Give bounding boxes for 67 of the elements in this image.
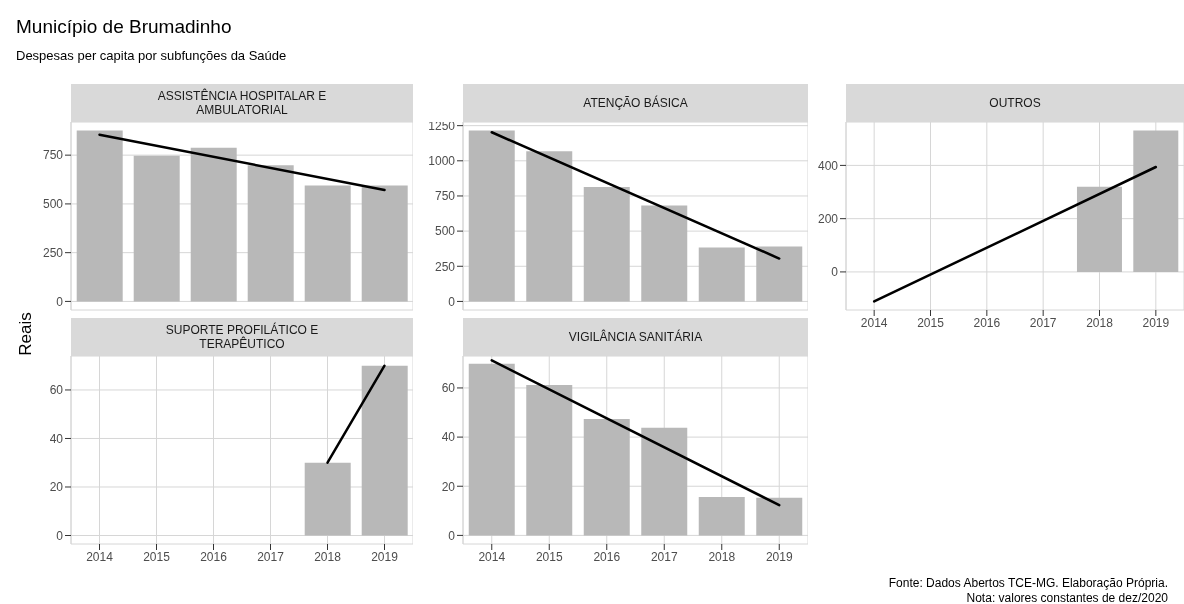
- x-tick-label: 2016: [973, 315, 1001, 330]
- text: Reais: [16, 312, 36, 356]
- x-tick-label: 2018: [708, 549, 736, 564]
- y-tick-label: 500: [434, 224, 456, 239]
- y-tick-label: 0: [56, 294, 64, 309]
- x-tick-label: 2015: [917, 315, 945, 330]
- chart-title: ATENÇÃO BÁSICA: [583, 96, 688, 110]
- chart-title: SUPORTE PROFILÁTICO E TERAPÊUTICO: [164, 323, 320, 351]
- bar: [756, 497, 803, 536]
- bar: [468, 363, 515, 536]
- y-tick-label: 1250: [428, 118, 456, 133]
- y-tick-label: 0: [831, 265, 839, 280]
- x-tick-label: 2016: [593, 549, 621, 564]
- y-tick-label: 500: [42, 197, 64, 212]
- x-tick-label: 2014: [860, 315, 888, 330]
- bar: [698, 247, 745, 302]
- bar: [526, 151, 573, 302]
- bar: [583, 418, 630, 536]
- y-tick-label: 60: [441, 381, 456, 396]
- x-tick-label: 2017: [650, 549, 678, 564]
- bar: [698, 497, 745, 536]
- bar: [641, 427, 688, 536]
- y-tick-label: 400: [817, 158, 839, 173]
- bar: [526, 385, 573, 536]
- x-tick-label: 2019: [765, 549, 793, 564]
- y-tick-label: 60: [49, 383, 64, 398]
- text: Município de Brumadinho: [16, 16, 232, 38]
- bar: [641, 205, 688, 302]
- source-note: Fonte: Dados Abertos TCE-MG. Elaboração Própria.: [888, 576, 1168, 591]
- bar: [583, 187, 630, 302]
- y-tick-label: 0: [56, 528, 64, 543]
- bar: [133, 155, 180, 302]
- x-tick-label: 2015: [143, 549, 171, 564]
- bar: [76, 130, 123, 302]
- chart-title: VIGILÂNCIA SANITÁRIA: [568, 330, 703, 344]
- x-tick-label: 2018: [1086, 315, 1114, 330]
- y-tick-label: 750: [434, 189, 456, 204]
- x-tick-label: 2018: [314, 549, 342, 564]
- y-tick-label: 0: [448, 528, 456, 543]
- bar: [304, 185, 351, 302]
- chart-title: ASSISTÊNCIA HOSPITALAR E AMBULATORIAL: [156, 89, 328, 117]
- bar: [190, 147, 237, 302]
- y-tick-label: 200: [817, 211, 839, 226]
- chart-title: OUTROS: [989, 96, 1041, 110]
- x-tick-label: 2016: [200, 549, 228, 564]
- y-tick-label: 250: [42, 245, 64, 260]
- y-tick-label: 40: [441, 430, 456, 445]
- y-tick-label: 20: [49, 480, 64, 495]
- y-tick-label: 40: [49, 431, 64, 446]
- x-tick-label: 2014: [86, 549, 114, 564]
- bar: [468, 130, 515, 302]
- y-tick-label: 0: [448, 294, 456, 309]
- y-tick-label: 750: [42, 148, 64, 163]
- y-tick-label: 1000: [428, 154, 456, 169]
- text: Despesas per capita por subfunções da Saúde: [16, 48, 287, 63]
- x-tick-label: 2017: [257, 549, 285, 564]
- y-tick-label: 250: [434, 259, 456, 274]
- x-tick-label: 2014: [478, 549, 506, 564]
- bar: [247, 165, 294, 302]
- x-tick-label: 2019: [1142, 315, 1170, 330]
- text: Nota: valores constantes de dez/2020: [965, 591, 1168, 604]
- x-tick-label: 2017: [1029, 315, 1057, 330]
- y-tick-label: 20: [441, 479, 456, 494]
- bar: [756, 246, 803, 302]
- x-tick-label: 2019: [371, 549, 399, 564]
- x-tick-label: 2015: [535, 549, 563, 564]
- bar: [361, 185, 408, 302]
